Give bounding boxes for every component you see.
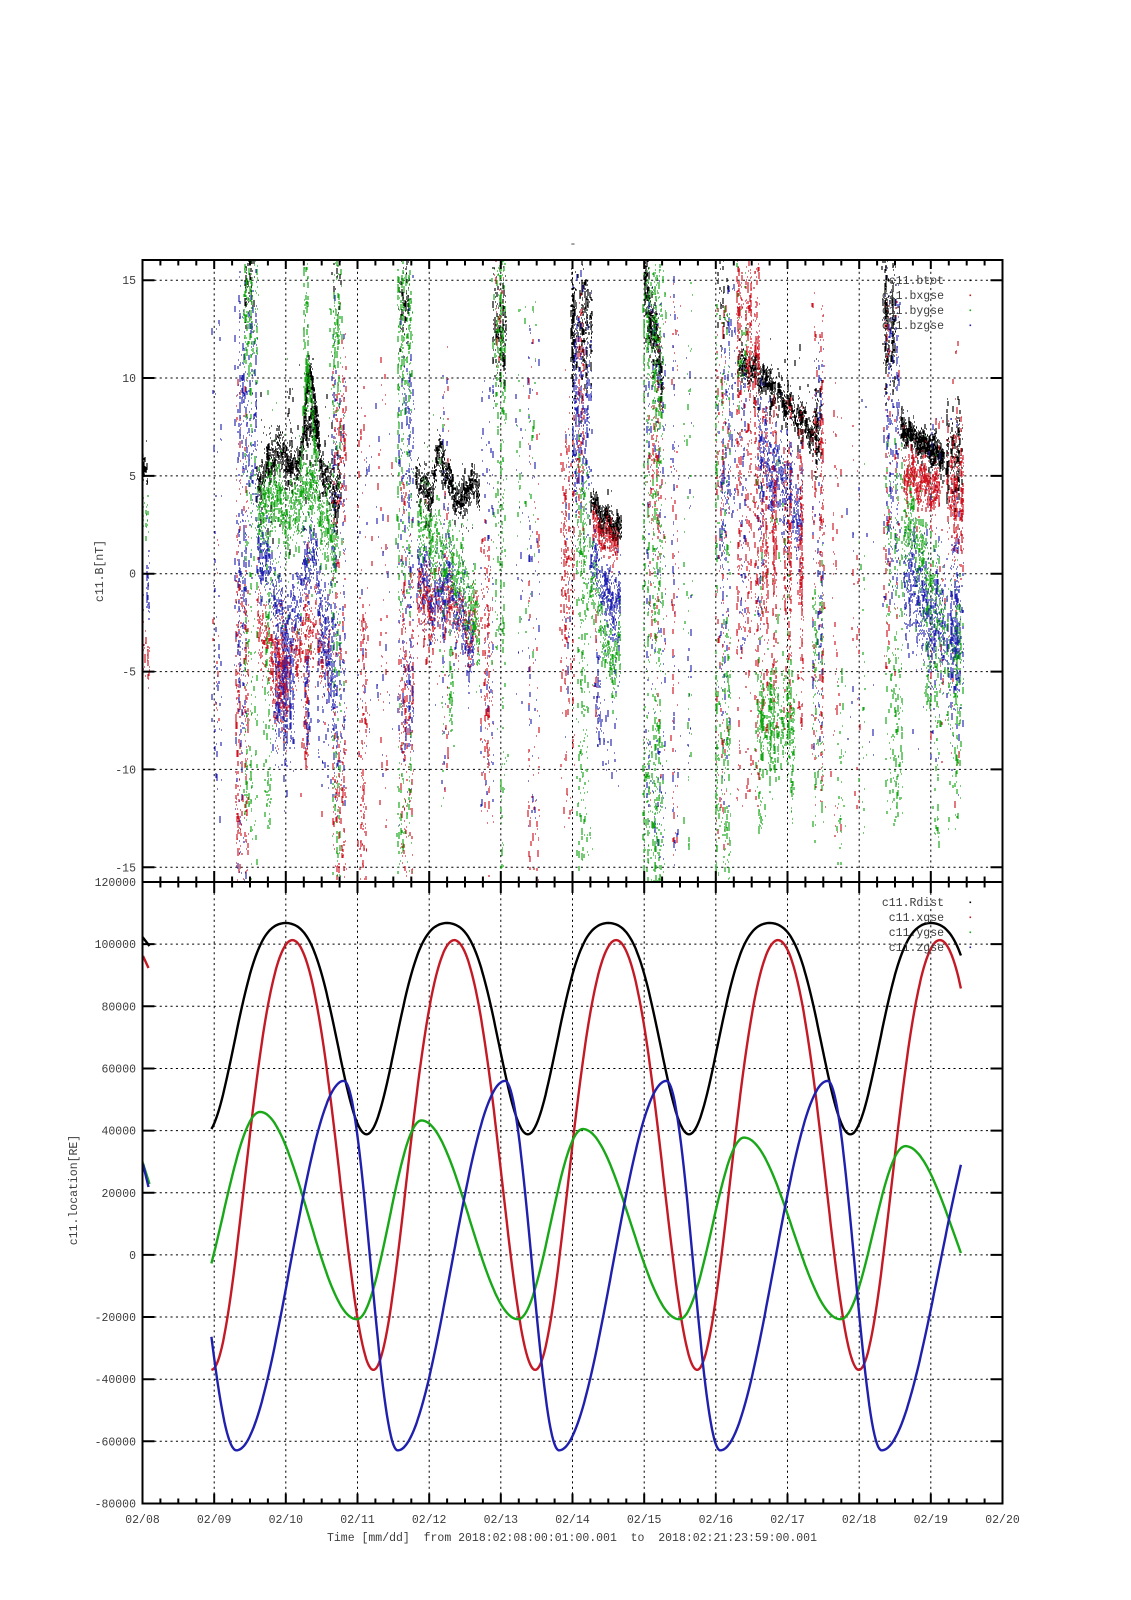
svg-text:40000: 40000 <box>101 1126 136 1139</box>
svg-text:-80000: -80000 <box>95 1499 137 1512</box>
svg-text:02/11: 02/11 <box>340 1514 375 1527</box>
svg-text:02/12: 02/12 <box>412 1514 447 1527</box>
svg-text:c11.xgse: c11.xgse <box>889 912 944 925</box>
svg-text:02/14: 02/14 <box>555 1514 590 1527</box>
svg-text:c11.bzgse: c11.bzgse <box>882 320 944 333</box>
svg-text:60000: 60000 <box>101 1063 136 1076</box>
svg-text:c11.btot: c11.btot <box>889 275 944 288</box>
svg-text:02/08: 02/08 <box>125 1514 160 1527</box>
svg-text:c11.zgse: c11.zgse <box>889 942 944 955</box>
svg-text:02/19: 02/19 <box>914 1514 949 1527</box>
svg-text:02/15: 02/15 <box>627 1514 662 1527</box>
svg-text:0: 0 <box>129 569 136 582</box>
svg-text:c11.Rdist: c11.Rdist <box>882 897 944 910</box>
svg-text:0: 0 <box>129 1250 136 1263</box>
svg-text:80000: 80000 <box>101 1001 136 1014</box>
svg-text:02/18: 02/18 <box>842 1514 877 1527</box>
svg-text:02/09: 02/09 <box>197 1514 232 1527</box>
svg-text:02/10: 02/10 <box>269 1514 304 1527</box>
svg-text:02/20: 02/20 <box>985 1514 1020 1527</box>
svg-text:-40000: -40000 <box>95 1374 137 1387</box>
svg-text:-5: -5 <box>122 667 136 680</box>
svg-text:c11.bygse: c11.bygse <box>882 305 944 318</box>
svg-text:c11.B[nT]: c11.B[nT] <box>94 540 107 602</box>
svg-text:-15: -15 <box>115 862 136 875</box>
svg-text:Time [mm/dd] from 2018:02:08:: Time [mm/dd] from 2018:02:08:00:01:00.00… <box>327 1532 817 1545</box>
svg-text:20000: 20000 <box>101 1188 136 1201</box>
svg-text:c11.ygse: c11.ygse <box>889 927 944 940</box>
svg-text:02/13: 02/13 <box>484 1514 519 1527</box>
svg-text:-10: -10 <box>115 764 136 777</box>
svg-text:10: 10 <box>122 373 136 386</box>
svg-text:5: 5 <box>129 471 136 484</box>
svg-text:c11.location[RE]: c11.location[RE] <box>68 1135 81 1245</box>
svg-text:-60000: -60000 <box>95 1436 137 1449</box>
svg-text:c11.bxgse: c11.bxgse <box>882 290 944 303</box>
svg-text:120000: 120000 <box>95 877 137 890</box>
svg-text:-20000: -20000 <box>95 1312 137 1325</box>
svg-text:02/16: 02/16 <box>699 1514 734 1527</box>
svg-text:02/17: 02/17 <box>770 1514 805 1527</box>
svg-text:-: - <box>570 238 577 251</box>
svg-text:100000: 100000 <box>95 939 137 952</box>
svg-text:15: 15 <box>122 275 136 288</box>
